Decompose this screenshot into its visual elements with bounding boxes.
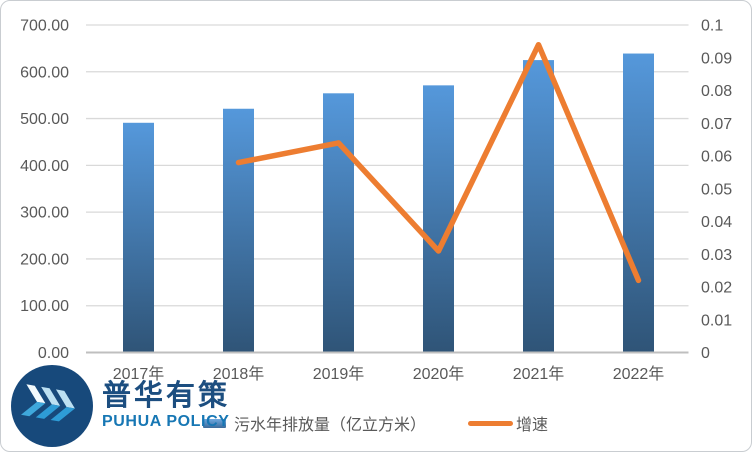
- svg-text:200.00: 200.00: [20, 251, 69, 268]
- svg-text:300.00: 300.00: [20, 205, 69, 222]
- bar-2020年: [423, 85, 454, 353]
- svg-text:0.06: 0.06: [701, 149, 732, 166]
- svg-text:2022年: 2022年: [613, 365, 665, 383]
- bar-2018年: [223, 108, 254, 353]
- legend-bar-swatch-icon: [203, 418, 226, 428]
- bar-2021年: [523, 60, 554, 353]
- svg-text:0.00: 0.00: [38, 345, 69, 362]
- svg-text:0.07: 0.07: [701, 116, 732, 133]
- svg-text:0: 0: [701, 345, 710, 362]
- bar-2017年: [123, 122, 154, 353]
- legend-item-line-series: 增速: [468, 411, 548, 435]
- bar-series: [123, 53, 654, 353]
- svg-text:0.03: 0.03: [701, 247, 732, 264]
- svg-text:2018年: 2018年: [213, 365, 265, 383]
- svg-text:700.00: 700.00: [20, 18, 69, 35]
- bar-2022年: [623, 53, 654, 353]
- logo-cn-name: 普华有策: [102, 380, 231, 413]
- svg-text:0.01: 0.01: [701, 312, 732, 329]
- legend-item-bar-series: 污水年排放量（亿立方米）: [203, 411, 426, 435]
- puhua-logo-text: 普华有策 PUHUA POLICY: [102, 380, 231, 431]
- svg-text:2019年: 2019年: [313, 365, 365, 383]
- left-axis-labels: 0.00 100.00 200.00 300.00 400.00 500.00 600.00…: [20, 18, 69, 363]
- growth-line: [235, 41, 642, 284]
- svg-text:2021年: 2021年: [513, 365, 565, 383]
- chart-legend: 污水年排放量（亿立方米） 增速: [203, 411, 548, 435]
- legend-line-label: 增速: [516, 417, 549, 434]
- bar-2019年: [323, 93, 354, 353]
- puhua-logo: 普华有策 PUHUA POLICY: [9, 363, 230, 449]
- svg-text:400.00: 400.00: [20, 158, 69, 175]
- gridlines: [86, 24, 689, 307]
- svg-text:0.1: 0.1: [701, 18, 723, 35]
- svg-text:0.09: 0.09: [701, 50, 732, 67]
- right-axis-labels: 0 0.01 0.02 0.03 0.04 0.05 0.06 0.07 0.08 0.09 0.1: [701, 18, 732, 363]
- puhua-logo-icon: [11, 365, 93, 447]
- svg-text:600.00: 600.00: [20, 64, 69, 81]
- svg-text:0.08: 0.08: [701, 83, 732, 100]
- svg-text:0.05: 0.05: [701, 181, 732, 198]
- svg-text:100.00: 100.00: [20, 298, 69, 315]
- svg-text:2020年: 2020年: [413, 365, 465, 383]
- x-axis-labels: 2017年 2018年 2019年 2020年 2021年 2022年: [113, 365, 665, 383]
- svg-text:500.00: 500.00: [20, 111, 69, 128]
- svg-text:0.04: 0.04: [701, 214, 732, 231]
- svg-text:2017年: 2017年: [113, 365, 165, 383]
- legend-line-swatch-icon: [468, 420, 514, 426]
- legend-bar-label: 污水年排放量（亿立方米）: [234, 417, 427, 434]
- svg-text:0.02: 0.02: [701, 280, 732, 297]
- logo-en-name: PUHUA POLICY: [102, 413, 230, 431]
